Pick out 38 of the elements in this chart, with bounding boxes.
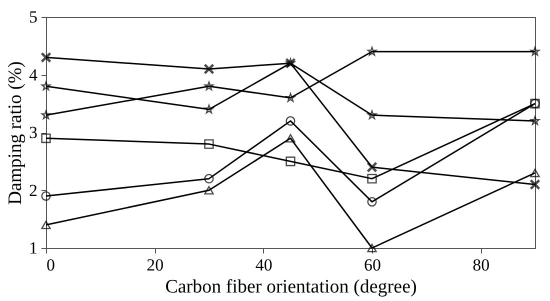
point [41,133,51,144]
point [530,168,540,178]
x-tick-label: 80 [472,256,490,274]
x-tick-label: 40 [255,256,272,274]
point [530,180,540,190]
y-tick-label: 1 [29,238,38,258]
y-tick-label: 4 [29,65,38,84]
point [367,196,377,207]
point [204,81,214,90]
y-tick-label: 2 [29,180,38,200]
point [367,174,377,184]
point [286,116,296,126]
point [204,64,214,74]
x-axis-title: Carbon fiber orientation (degree) [165,276,417,298]
point [41,110,51,120]
point [286,156,296,166]
point [367,162,377,172]
point [367,244,377,252]
point [204,104,214,114]
point [367,46,377,56]
point [41,220,51,230]
point [367,110,377,120]
x-tick-label: 0 [46,256,55,274]
point [530,116,540,125]
x-tick-label: 60 [364,256,381,274]
x-tick-label: 20 [146,256,164,274]
point [204,174,214,184]
point [204,139,214,149]
point [530,46,540,56]
point [286,93,296,102]
point [41,191,51,201]
point [41,81,51,90]
y-tick-label: 5 [29,8,38,26]
y-tick-label: 3 [29,123,38,142]
point [286,134,296,143]
y-axis-title: Damping ratio (%) [5,61,26,205]
point [41,52,51,62]
point [204,186,214,195]
